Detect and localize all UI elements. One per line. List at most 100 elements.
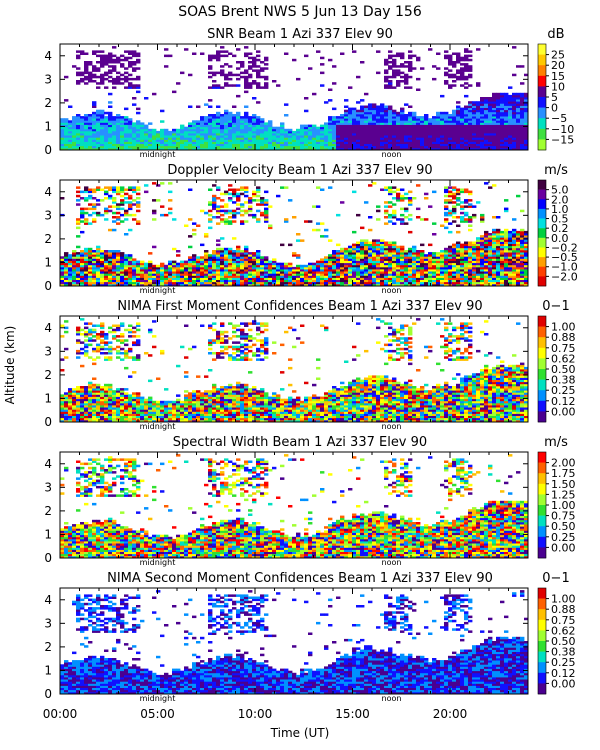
- colorbar-swatch: [538, 598, 546, 610]
- altitude-axis-label: Altitude (km): [3, 326, 17, 405]
- y-tick-label: 4: [44, 321, 52, 335]
- colorbar-swatch: [538, 630, 546, 642]
- time-tick-label: 10:00: [238, 707, 273, 721]
- colorbar-swatch: [538, 218, 546, 229]
- colorbar-swatch: [538, 276, 546, 287]
- colorbar-label: 0.75: [551, 342, 576, 355]
- panel-title: Spectral Width Beam 1 Azi 337 Elev 90: [173, 435, 427, 450]
- colorbar-label: 0.00: [551, 541, 576, 554]
- y-tick-label: 4: [44, 185, 52, 199]
- y-tick-label: 1: [44, 527, 52, 541]
- colorbar-swatch: [538, 619, 546, 631]
- colorbar-swatch: [538, 536, 546, 548]
- colorbar-unit: 0−1: [542, 299, 569, 314]
- midnight-marker: midnight: [140, 694, 176, 703]
- colorbar: 5.02.01.00.50.20.0−0.2−0.5−1.0−2.0: [537, 179, 578, 287]
- y-tick-label: 3: [44, 344, 52, 358]
- time-tick-label: 05:00: [140, 707, 175, 721]
- colorbar-label: 0.75: [551, 614, 576, 627]
- colorbar-swatch: [538, 547, 546, 559]
- y-tick-label: 2: [44, 640, 52, 654]
- midnight-marker: midnight: [140, 558, 176, 567]
- colorbar-swatch: [538, 86, 546, 98]
- colorbar-swatch: [538, 473, 546, 485]
- colorbar-label: 0.38: [551, 646, 576, 659]
- y-tick-label: 3: [44, 480, 52, 494]
- colorbar-label: 0.2: [551, 222, 569, 235]
- colorbar-label: 0.00: [551, 677, 576, 690]
- y-tick-label: 0: [44, 551, 52, 565]
- y-tick-label: 2: [44, 368, 52, 382]
- colorbar-swatch: [538, 400, 546, 412]
- colorbar-swatch: [538, 118, 546, 130]
- midnight-marker: midnight: [140, 286, 176, 295]
- y-tick-label: 3: [44, 208, 52, 222]
- y-tick-label: 1: [44, 391, 52, 405]
- colorbar-label: 1.0: [551, 203, 569, 216]
- colorbar-label: 5.0: [551, 184, 569, 197]
- colorbar-label: 25: [551, 49, 565, 62]
- y-tick-label: 4: [44, 49, 52, 63]
- noon-marker: noon: [382, 694, 402, 703]
- colorbar-swatch: [538, 683, 546, 695]
- colorbar-swatch: [538, 369, 546, 380]
- y-tick-label: 2: [44, 96, 52, 110]
- colorbar-label: 1.00: [551, 321, 576, 334]
- colorbar-label: 0.75: [551, 510, 576, 523]
- colorbar: 2.001.751.501.251.000.750.500.250.00: [537, 451, 576, 559]
- colorbar-swatch: [538, 411, 546, 423]
- colorbar-label: 15: [551, 70, 565, 83]
- heatmap-cells: [60, 454, 529, 559]
- colorbar-unit: m/s: [544, 435, 568, 450]
- colorbar-swatch: [538, 390, 546, 402]
- colorbar-label: 0.50: [551, 520, 576, 533]
- colorbar-label: 0.62: [551, 352, 576, 365]
- colorbar-swatch: [538, 337, 546, 349]
- colorbar-label: 0.12: [551, 667, 576, 680]
- midnight-marker: midnight: [140, 422, 176, 431]
- colorbar-label: 0.25: [551, 656, 576, 669]
- colorbar-swatch: [538, 609, 546, 621]
- panels: SNR Beam 1 Azi 337 Elev 90 dB 0 1 2 3 4 midnigh…: [44, 27, 577, 703]
- colorbar-swatch: [538, 326, 546, 338]
- colorbar-swatch: [538, 379, 546, 391]
- colorbar-swatch: [538, 237, 546, 248]
- panel-5: NIMA Second Moment Confidences Beam 1 Az…: [44, 571, 575, 703]
- colorbar-label: 2.00: [551, 457, 576, 470]
- y-tick-label: 4: [44, 593, 52, 607]
- colorbar-unit: m/s: [544, 163, 568, 178]
- colorbar-label: 0.50: [551, 363, 576, 376]
- colorbar-swatch: [538, 247, 546, 258]
- panel-title: Doppler Velocity Beam 1 Azi 337 Elev 90: [167, 163, 432, 178]
- colorbar-label: 0.12: [551, 395, 576, 408]
- heatmap-cells: [60, 182, 529, 287]
- colorbar-swatch: [538, 494, 546, 506]
- midnight-marker: midnight: [140, 150, 176, 159]
- colorbar-label: 0.38: [551, 374, 576, 387]
- colorbar-swatch: [538, 128, 546, 140]
- colorbar-swatch: [538, 505, 546, 516]
- colorbar-label: 0.0: [551, 232, 569, 245]
- colorbar-swatch: [538, 358, 546, 370]
- time-tick-label: 20:00: [433, 707, 468, 721]
- colorbar-swatch: [538, 228, 546, 239]
- colorbar-swatch: [538, 199, 546, 210]
- colorbar-swatch: [538, 316, 546, 327]
- colorbar: 1.000.880.750.620.500.380.250.120.00: [537, 315, 576, 423]
- y-tick-label: 2: [44, 504, 52, 518]
- colorbar-swatch: [538, 452, 546, 463]
- panel-title: SNR Beam 1 Azi 337 Elev 90: [207, 27, 393, 42]
- colorbar-label: 0.62: [551, 624, 576, 637]
- colorbar-swatch: [538, 672, 546, 684]
- y-tick-label: 0: [44, 415, 52, 429]
- colorbar-label: −10: [551, 123, 574, 136]
- colorbar-swatch: [538, 107, 546, 119]
- time-axis: 00:00 05:00 10:00 15:00 20:00: [43, 707, 468, 721]
- colorbar-swatch: [538, 526, 546, 538]
- panel-1: SNR Beam 1 Azi 337 Elev 90 dB 0 1 2 3 4 midnigh…: [44, 27, 574, 159]
- colorbar-label: −0.5: [551, 251, 578, 264]
- colorbar-swatch: [538, 65, 546, 77]
- colorbar-label: 1.00: [551, 499, 576, 512]
- panel-title: NIMA First Moment Confidences Beam 1 Azi…: [117, 299, 482, 314]
